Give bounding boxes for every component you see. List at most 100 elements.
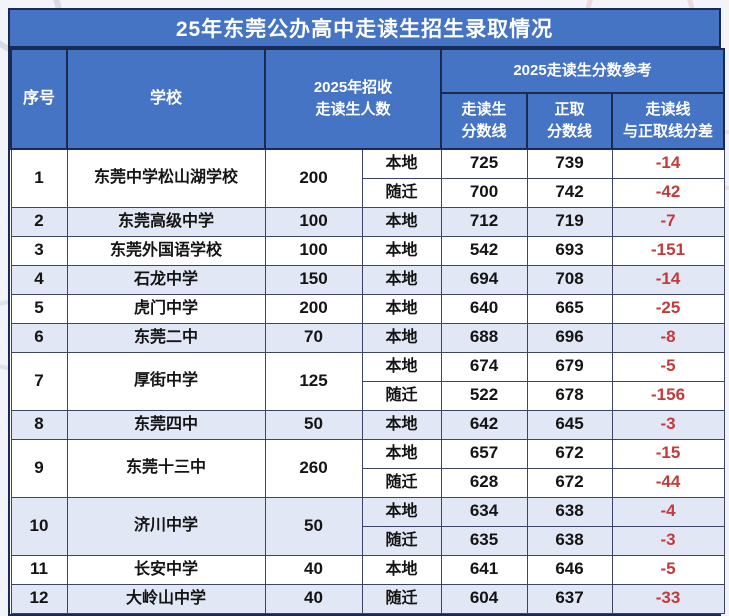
- cell-regular-score: 693: [526, 235, 613, 266]
- header-no: 序号: [10, 48, 68, 150]
- cell-score-diff: -25: [611, 293, 725, 324]
- cell-score-diff: -3: [611, 525, 725, 556]
- cell-school: 东莞高级中学: [66, 206, 266, 237]
- cell-school: 东莞中学松山湖学校: [66, 148, 266, 208]
- cell-score-diff: -33: [611, 583, 725, 614]
- cell-count: 100: [264, 235, 363, 266]
- cell-no: 4: [10, 264, 68, 295]
- cell-day-score: 700: [440, 177, 528, 208]
- cell-residency-type: 本地: [361, 322, 442, 353]
- cell-no: 1: [10, 148, 68, 208]
- cell-score-diff: -5: [611, 351, 725, 382]
- table-row: 1 东莞中学松山湖学校 200 本地 725 739 -14: [10, 148, 725, 208]
- cell-day-score: 674: [440, 351, 528, 382]
- cell-residency-type: 本地: [361, 206, 442, 237]
- cell-regular-score: 672: [526, 467, 613, 498]
- cell-score-diff: -3: [611, 409, 725, 440]
- header-regular-line: 正取 分数线: [526, 92, 613, 150]
- cell-day-score: 642: [440, 409, 528, 440]
- cell-no: 8: [10, 409, 68, 440]
- header-school: 学校: [66, 48, 266, 150]
- table-row: 随迁 628 672 -44: [11, 467, 725, 498]
- cell-school: 济川中学: [66, 496, 266, 556]
- cell-count: 200: [264, 148, 363, 208]
- cell-count: 40: [264, 554, 363, 585]
- table-row: 随迁 522 678 -156: [11, 380, 725, 411]
- header-day-line2: 分数线: [461, 123, 507, 140]
- cell-regular-score: 708: [526, 264, 613, 295]
- cell-score-diff: -42: [611, 177, 725, 208]
- cell-residency-type: 本地: [361, 235, 442, 266]
- cell-residency-type: 随迁: [361, 177, 442, 208]
- cell-school: 东莞外国语学校: [66, 235, 266, 266]
- cell-school: 厚街中学: [66, 351, 266, 411]
- cell-no: 6: [10, 322, 68, 353]
- table-row: 2 东莞高级中学 100 本地 712 719 -7: [10, 206, 725, 237]
- cell-regular-score: 638: [526, 496, 613, 527]
- header-diff: 走读线 与正取线分差: [610, 92, 726, 150]
- cell-day-score: 725: [440, 148, 528, 179]
- cell-regular-score: 679: [526, 351, 613, 382]
- cell-regular-score: 665: [526, 293, 613, 324]
- cell-day-score: 522: [440, 380, 528, 411]
- cell-no: 3: [10, 235, 68, 266]
- cell-no: 11: [10, 554, 68, 585]
- cell-regular-score: 638: [526, 525, 613, 556]
- cell-residency-type: 随迁: [361, 380, 442, 411]
- table-row: 11 长安中学 40 本地 641 646 -5: [10, 554, 725, 585]
- table-row: 4 石龙中学 150 本地 694 708 -14: [10, 264, 725, 295]
- cell-regular-score: 672: [526, 438, 613, 469]
- cell-score-diff: -14: [611, 264, 725, 295]
- cell-school: 长安中学: [66, 554, 266, 585]
- cell-school: 大岭山中学: [66, 583, 266, 614]
- table-body: 1 东莞中学松山湖学校 200 本地 725 739 -14 随迁 700 742 -42 2 东莞高级…: [10, 148, 725, 614]
- cell-no: 5: [10, 293, 68, 324]
- header-day-line1: 走读生: [461, 100, 507, 118]
- header-regular-line2: 分数线: [546, 123, 592, 140]
- cell-count: 70: [264, 322, 363, 353]
- cell-residency-type: 随迁: [361, 583, 442, 614]
- cell-count: 260: [264, 438, 363, 498]
- cell-day-score: 640: [440, 293, 528, 324]
- cell-count: 40: [264, 583, 363, 614]
- cell-regular-score: 719: [526, 206, 613, 237]
- cell-score-diff: -5: [611, 554, 725, 585]
- header-diff-line1: 走读线: [645, 100, 691, 118]
- cell-residency-type: 本地: [361, 438, 442, 469]
- cell-count: 200: [264, 293, 363, 324]
- table-row: 10 济川中学 50 本地 634 638 -4: [10, 496, 725, 556]
- cell-regular-score: 696: [526, 322, 613, 353]
- header-count: 2025年招收 走读生人数: [264, 48, 442, 150]
- cell-score-diff: -8: [611, 322, 725, 353]
- header-score-group: 2025走读生分数参考: [439, 48, 726, 94]
- cell-no: 7: [10, 351, 68, 411]
- table-row: 8 东莞四中 50 本地 642 645 -3: [10, 409, 725, 440]
- cell-school: 虎门中学: [66, 293, 266, 324]
- header-day-line: 走读生 分数线: [440, 92, 528, 150]
- header-diff-line2: 与正取线分差: [623, 123, 714, 140]
- cell-no: 2: [10, 206, 68, 237]
- cell-day-score: 634: [440, 496, 528, 527]
- cell-count: 50: [264, 409, 363, 440]
- cell-day-score: 641: [440, 554, 528, 585]
- cell-regular-score: 678: [526, 380, 613, 411]
- cell-regular-score: 739: [526, 148, 613, 179]
- cell-school: 石龙中学: [66, 264, 266, 295]
- cell-score-diff: -156: [611, 380, 725, 411]
- table-row: 5 虎门中学 200 本地 640 665 -25: [10, 293, 725, 324]
- cell-day-score: 688: [440, 322, 528, 353]
- cell-residency-type: 本地: [361, 409, 442, 440]
- header-regular-line1: 正取: [554, 100, 585, 118]
- cell-score-diff: -151: [611, 235, 725, 266]
- admissions-table-sheet: 25年东莞公办高中走读生招生录取情况 序号 学校 2025年招收 走读生人数 2…: [8, 8, 726, 616]
- header-count-line2: 走读生人数: [315, 101, 391, 118]
- cell-residency-type: 本地: [361, 293, 442, 324]
- cell-regular-score: 646: [526, 554, 613, 585]
- table-title: 25年东莞公办高中走读生招生录取情况: [10, 10, 719, 48]
- cell-count: 125: [264, 351, 363, 411]
- cell-residency-type: 随迁: [361, 467, 442, 498]
- cell-residency-type: 本地: [361, 351, 442, 382]
- table-row: 随迁 635 638 -3: [11, 525, 725, 556]
- cell-school: 东莞二中: [66, 322, 266, 353]
- cell-count: 100: [264, 206, 363, 237]
